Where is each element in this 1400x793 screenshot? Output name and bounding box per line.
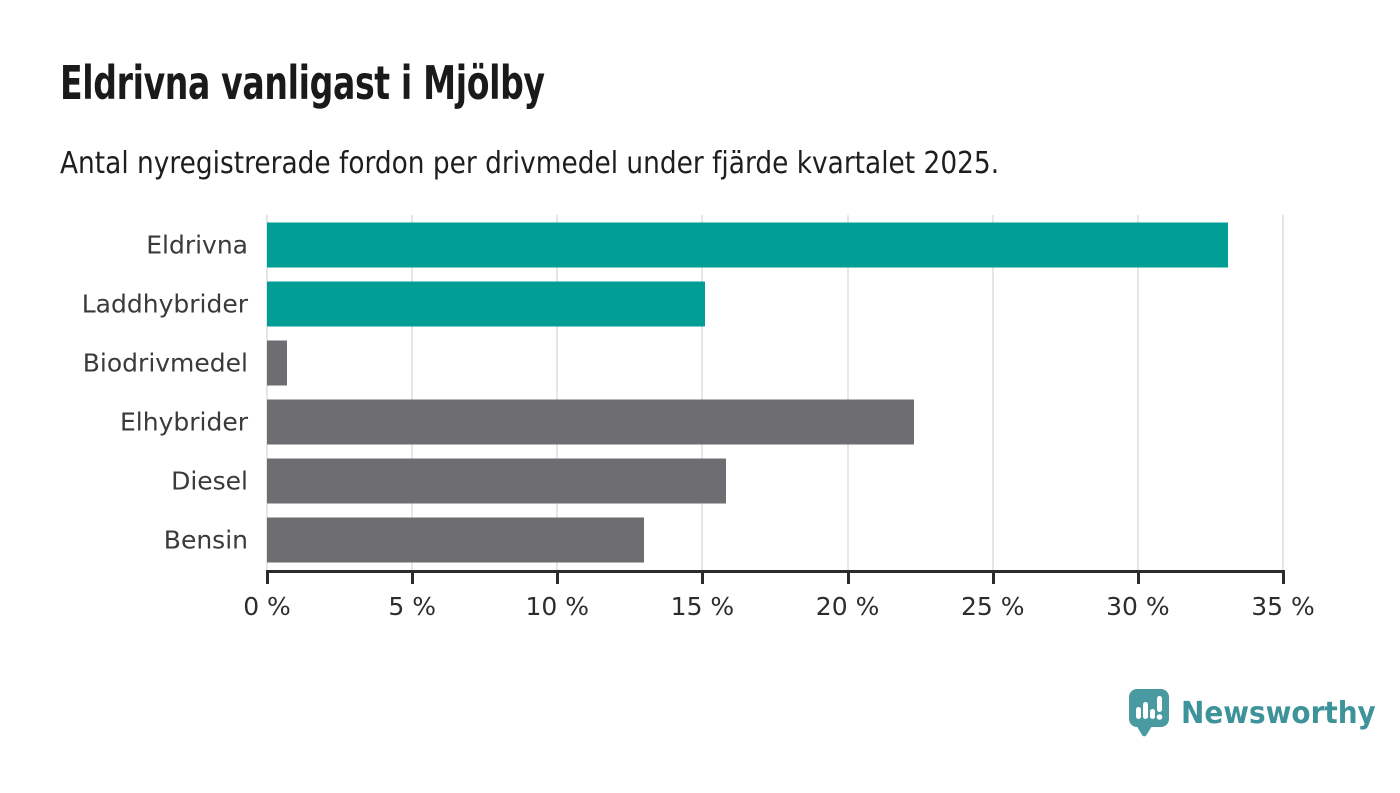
axis-tick-label-35: 35 % xyxy=(1251,592,1315,621)
chart-row-diesel: Diesel xyxy=(0,452,1400,511)
chart-title-text: Eldrivna vanligast i Mjölby xyxy=(60,56,545,110)
category-label-bensin: Bensin xyxy=(163,525,248,555)
chart-row-elhybrider: Elhybrider xyxy=(0,393,1400,452)
chart-row-eldrivna: Eldrivna xyxy=(0,215,1400,274)
axis-tick-15 xyxy=(701,570,705,584)
bar-chart-speech-bubble-icon xyxy=(1129,689,1169,737)
axis-tick-30 xyxy=(1136,570,1140,584)
bar-rows: Eldrivna Laddhybrider Biodrivmedel Elhybrid… xyxy=(0,215,1400,570)
chart-row-laddhybrider: Laddhybrider xyxy=(0,274,1400,333)
category-label-elhybrider: Elhybrider xyxy=(119,407,248,437)
bar-track xyxy=(267,274,1400,333)
axis-tick-label-25: 25 % xyxy=(960,592,1025,621)
x-axis-line xyxy=(267,570,1284,573)
axis-tick-label-15: 15 % xyxy=(670,592,735,621)
axis-tick-10 xyxy=(556,570,560,584)
bar-laddhybrider xyxy=(267,281,706,327)
bar-elhybrider xyxy=(267,399,915,445)
gridline-15 xyxy=(701,215,704,570)
category-label-diesel: Diesel xyxy=(171,466,248,496)
bar-bensin xyxy=(267,517,645,563)
bar-biodrivmedel xyxy=(267,340,288,386)
gridline-20 xyxy=(846,215,849,570)
axis-tick-label-10: 10 % xyxy=(525,592,590,621)
chart-title: Eldrivna vanligast i Mjölby xyxy=(60,56,733,110)
chart-subtitle-text: Antal nyregistrerade fordon per drivmede… xyxy=(60,146,1000,181)
axis-tick-label-20: 20 % xyxy=(815,592,880,621)
gridline-35 xyxy=(1282,215,1284,570)
bar-chart: Eldrivna Laddhybrider Biodrivmedel Elhybrid… xyxy=(0,215,1400,621)
bar-track xyxy=(267,511,1400,570)
bar-track xyxy=(267,215,1400,274)
bar-diesel xyxy=(267,458,726,504)
newsworthy-logo: Newsworthy xyxy=(1128,688,1390,738)
chart-row-biodrivmedel: Biodrivmedel xyxy=(0,333,1400,392)
category-label-eldrivna: Eldrivna xyxy=(146,230,248,260)
gridline-30 xyxy=(1136,215,1139,570)
newsworthy-wordmark: Newsworthy xyxy=(1181,695,1376,731)
chart-subtitle: Antal nyregistrerade fordon per drivmede… xyxy=(60,146,1127,181)
chart-row-bensin: Bensin xyxy=(0,511,1400,570)
category-label-biodrivmedel: Biodrivmedel xyxy=(82,348,248,378)
axis-tick-0 xyxy=(266,570,269,584)
bar-eldrivna xyxy=(267,222,1228,268)
bar-track xyxy=(267,333,1400,392)
bar-track xyxy=(267,452,1400,511)
gridline-5 xyxy=(411,215,414,570)
plot-area xyxy=(266,215,1284,570)
axis-tick-20 xyxy=(846,570,850,584)
axis-tick-5 xyxy=(411,570,415,584)
gridline-25 xyxy=(991,215,994,570)
axis-tick-label-0: 0 % xyxy=(243,592,291,621)
category-label-laddhybrider: Laddhybrider xyxy=(81,289,248,319)
axis-tick-label-30: 30 % xyxy=(1106,592,1170,621)
bar-track xyxy=(267,393,1400,452)
gridline-0 xyxy=(266,215,268,570)
gridline-10 xyxy=(556,215,559,570)
axis-tick-35 xyxy=(1282,570,1285,584)
axis-tick-label-5: 5 % xyxy=(388,592,436,621)
axis-tick-25 xyxy=(991,570,995,584)
